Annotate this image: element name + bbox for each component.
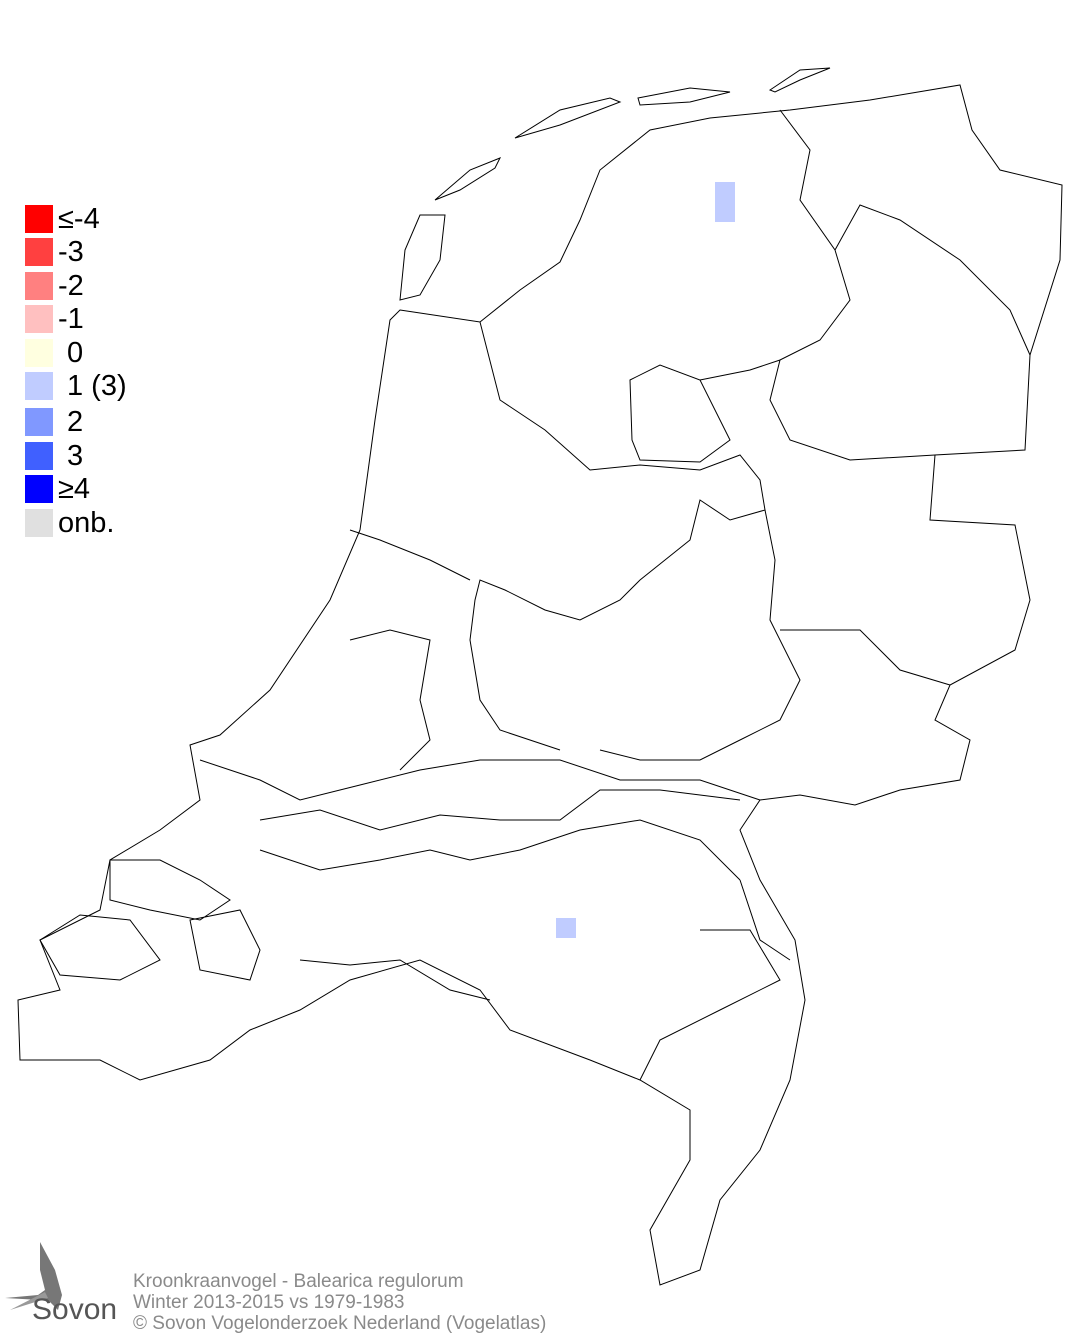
cell-friesland xyxy=(715,182,735,222)
legend-swatch xyxy=(25,371,53,400)
ameland xyxy=(637,87,731,106)
texel xyxy=(399,214,446,301)
legend-label: ≤-4 xyxy=(58,203,100,235)
legend-label: 2 xyxy=(67,406,84,439)
zeeland-islands xyxy=(39,859,261,981)
legend-label: -1 xyxy=(58,303,84,336)
swallow-logo-icon xyxy=(5,1242,62,1310)
legend-label: onb. xyxy=(58,506,115,539)
map-caption: Kroonkraanvogel - Balearica regulorum Wi… xyxy=(133,1271,546,1334)
legend-swatch xyxy=(25,338,53,367)
country-outline xyxy=(17,84,1063,1286)
schiermonnikoog xyxy=(768,67,831,93)
flevoland xyxy=(629,364,731,463)
legend-swatch xyxy=(25,475,53,504)
province-border xyxy=(834,204,1031,356)
province-border xyxy=(780,629,951,686)
ijsselmeer-shore xyxy=(469,321,766,751)
province-border xyxy=(349,629,431,771)
province-border xyxy=(699,109,851,381)
legend-label: -2 xyxy=(58,269,84,302)
province-border xyxy=(639,929,781,1081)
legend-label: 3 xyxy=(67,439,84,472)
legend-swatch xyxy=(25,205,53,233)
legend-swatch xyxy=(25,271,53,300)
legend-label: 0 xyxy=(67,336,84,369)
province-border xyxy=(299,959,491,1001)
species-title: Kroonkraanvogel - Balearica regulorum xyxy=(133,1271,464,1292)
legend-swatch xyxy=(25,305,53,334)
period-subtitle: Winter 2013-2015 vs 1979-1983 xyxy=(133,1292,405,1313)
province-border xyxy=(349,529,471,581)
river-rhine-waal xyxy=(199,759,761,801)
legend-label: 1 (3) xyxy=(67,369,127,402)
river-border xyxy=(259,819,741,881)
province-border xyxy=(739,879,791,961)
legend-swatch xyxy=(25,508,53,537)
province-border xyxy=(599,509,801,761)
vlieland xyxy=(434,157,502,201)
province-border xyxy=(769,359,936,461)
legend-swatch xyxy=(25,408,53,437)
river-maas xyxy=(259,789,741,831)
legend-swatch xyxy=(25,441,53,470)
cell-noord-brabant xyxy=(556,918,576,938)
logo-text: Sovon xyxy=(32,1293,118,1326)
terschelling xyxy=(514,97,622,139)
legend-label: ≥4 xyxy=(58,473,91,506)
copyright: © Sovon Vogelonderzoek Nederland (Vogela… xyxy=(133,1313,547,1334)
legend-label: -3 xyxy=(58,236,84,269)
legend-swatch xyxy=(25,238,53,267)
